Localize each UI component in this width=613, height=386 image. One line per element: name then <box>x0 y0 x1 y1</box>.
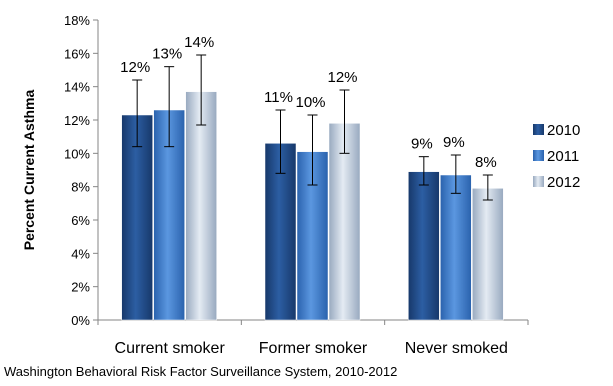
y-tick-label: 18% <box>64 13 90 28</box>
y-tick-label: 12% <box>64 113 90 128</box>
bar <box>408 171 440 321</box>
data-label: 9% <box>411 136 433 153</box>
data-label: 9% <box>443 134 465 151</box>
y-tick-label: 4% <box>71 246 90 261</box>
y-tick-label: 8% <box>71 180 90 195</box>
legend-label: 2011 <box>547 148 579 165</box>
y-tick-label: 14% <box>64 80 90 95</box>
x-category-label: Former smoker <box>259 340 368 357</box>
bar <box>328 123 361 321</box>
y-tick-label: 6% <box>71 213 90 228</box>
source-note: Washington Behavioral Risk Factor Survei… <box>4 364 398 379</box>
error-bars <box>132 54 493 201</box>
data-label: 10% <box>295 94 325 111</box>
x-category-label: Current smoker <box>115 340 226 357</box>
y-tick-label: 2% <box>71 280 90 295</box>
data-label: 14% <box>184 34 214 51</box>
data-labels: 12%13%14%11% 10%12%9% 9%8% <box>120 34 497 171</box>
data-label: 8% <box>475 154 497 171</box>
data-label: 12% <box>327 69 357 86</box>
data-label: 13% <box>152 46 182 63</box>
legend-swatch <box>533 150 544 161</box>
legend-label: 2012 <box>547 174 580 191</box>
legend-swatch <box>533 176 544 187</box>
x-category-label: Never smoked <box>405 340 508 357</box>
data-label: 11% <box>264 89 293 106</box>
axes: 0%2%4%6%8%10%12%14%16%18%Current smoker F… <box>64 13 529 357</box>
legend: 2010 2011 2012 <box>533 122 580 191</box>
y-tick-label: 16% <box>64 46 90 61</box>
bar <box>121 114 153 321</box>
data-label: 12% <box>120 59 150 76</box>
bar <box>185 91 217 321</box>
bar <box>472 188 504 321</box>
legend-label: 2010 <box>547 122 580 139</box>
bar <box>440 174 472 321</box>
y-axis-title: Percent Current Asthma <box>21 90 37 251</box>
legend-swatch <box>533 124 544 135</box>
y-tick-label: 0% <box>71 313 90 328</box>
y-tick-label: 10% <box>64 146 90 161</box>
